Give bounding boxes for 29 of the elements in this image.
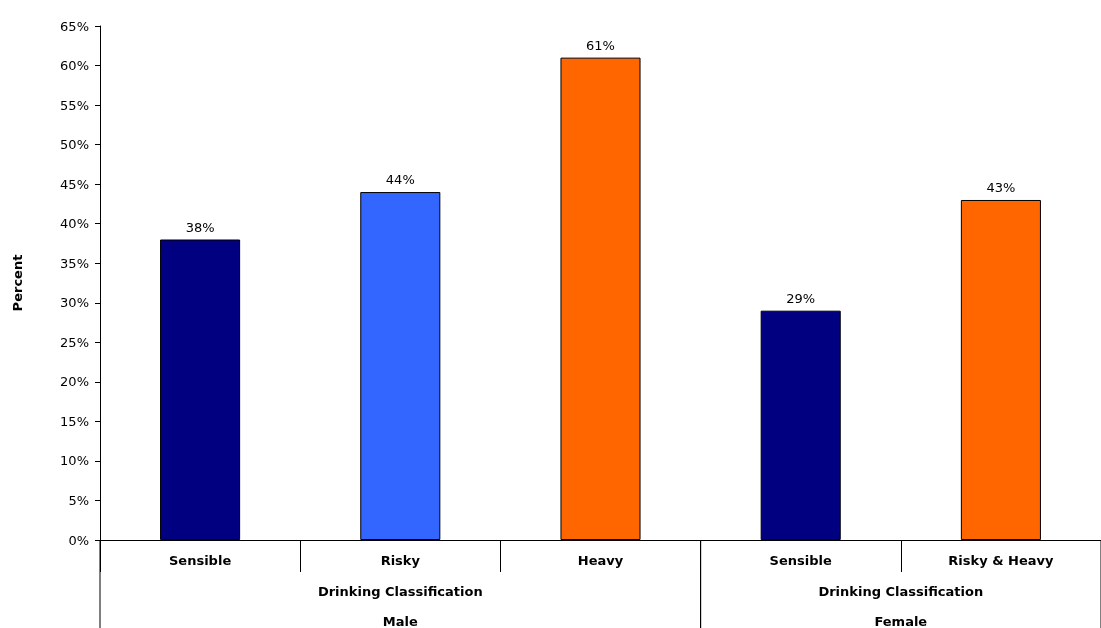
y-tick-label: 55%: [60, 97, 89, 113]
x-tick-label: Risky: [380, 553, 421, 568]
y-tick-label: 50%: [60, 137, 89, 153]
x-tick-label: Sensible: [168, 553, 232, 568]
text: Female: [874, 613, 928, 628]
y-tick-label: 35%: [60, 255, 89, 271]
data-label: 38%: [185, 219, 215, 235]
y-tick-label: 40%: [60, 216, 89, 232]
data-label: 61%: [586, 37, 615, 53]
y-tick-label: 30%: [60, 295, 89, 311]
text: Drinking Classification: [818, 583, 984, 599]
y-tick-label: 15%: [60, 413, 89, 429]
x-axis-title: Drinking Classification: [317, 583, 483, 599]
x-tick-label: Sensible: [769, 553, 832, 568]
y-tick-label: 10%: [60, 453, 89, 469]
y-tick-label: 0%: [68, 532, 89, 548]
y-tick-label: 60%: [60, 58, 89, 74]
x-tick-label: Risky & Heavy: [948, 553, 1054, 568]
y-tick-label: 25%: [60, 334, 89, 350]
data-label: 44%: [385, 172, 415, 188]
data-label: 43%: [986, 179, 1016, 195]
y-tick-label: 65%: [60, 18, 89, 34]
data-label: 29%: [786, 290, 816, 306]
y-tick-label: 5%: [68, 492, 89, 508]
text: Male: [382, 613, 418, 628]
y-axis-title: Percent: [10, 254, 25, 312]
y-tick-label: 45%: [60, 176, 89, 192]
y-tick-label: 20%: [60, 374, 89, 390]
x-tick-label: Heavy: [577, 553, 624, 568]
